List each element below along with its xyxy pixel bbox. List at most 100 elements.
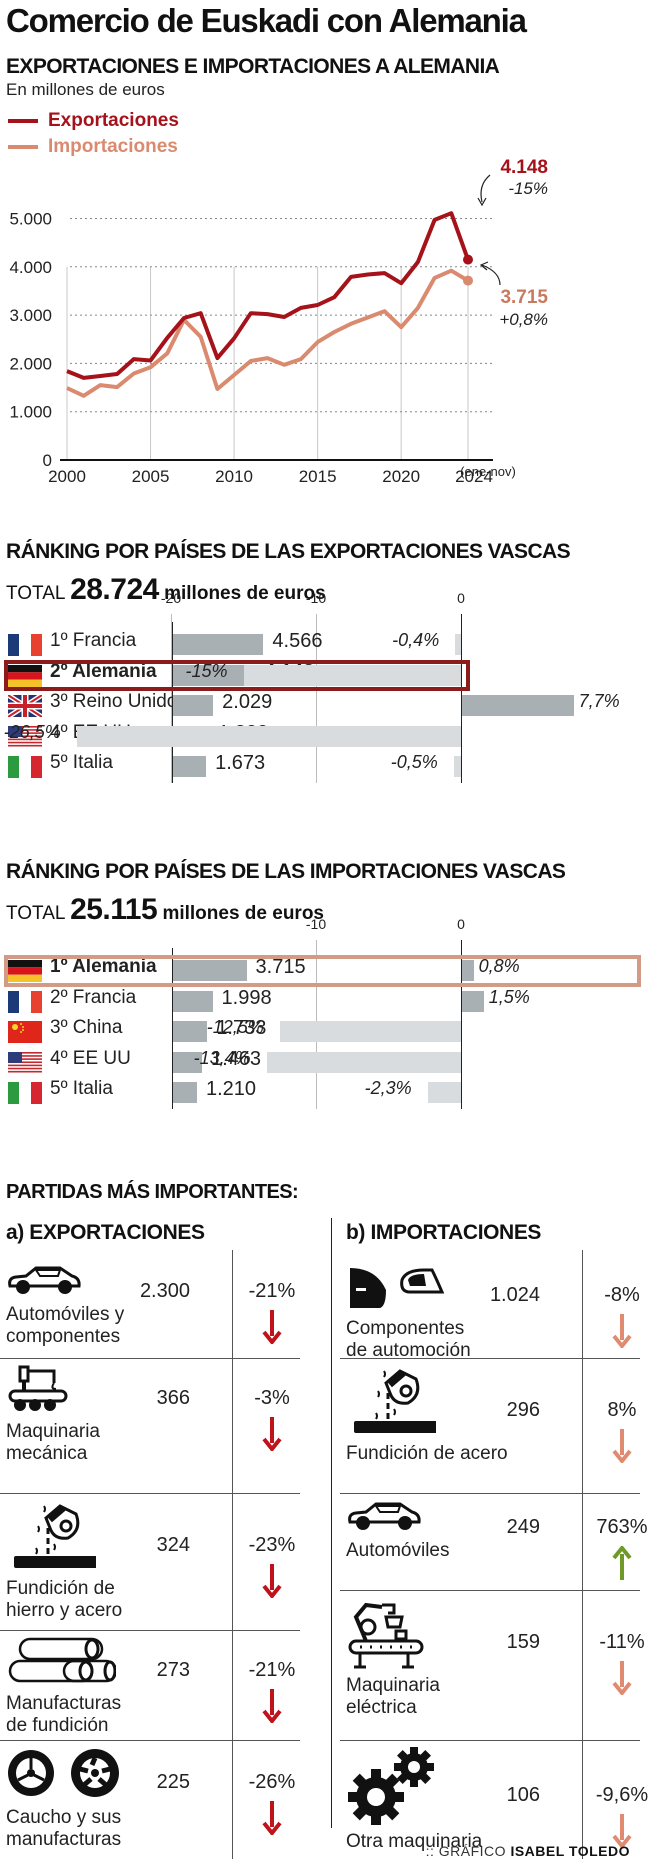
car-parts-icon bbox=[346, 1264, 446, 1317]
partida-row: Componentes de automoción 1.024 -8% bbox=[340, 1250, 640, 1361]
value-bar bbox=[173, 756, 207, 777]
partida-row: Otra maquinaria 106 -9,6% bbox=[340, 1740, 648, 1859]
value-bar bbox=[173, 990, 213, 1012]
y-tick-label: 4.000 bbox=[9, 258, 52, 277]
partida-label: Automóviles y componentes bbox=[6, 1304, 124, 1348]
pct-value: -13,4% bbox=[193, 1047, 251, 1068]
partida-divider bbox=[582, 1741, 583, 1859]
value-label: 1.998 bbox=[221, 986, 272, 1009]
gears-icon bbox=[346, 1747, 442, 1830]
flag-france-icon bbox=[8, 990, 42, 1013]
annotation-imports-change: +0,8% bbox=[499, 310, 548, 329]
pct-tick-label: 0 bbox=[457, 916, 465, 932]
partidas-column-divider bbox=[331, 1218, 332, 1828]
partida-change: -11% bbox=[599, 1631, 645, 1653]
value-bar bbox=[173, 960, 247, 981]
flag-china-icon bbox=[8, 1021, 42, 1043]
y-tick-label: 0 bbox=[43, 451, 52, 470]
pct-gridline bbox=[171, 614, 172, 783]
value-label: 3.715 bbox=[255, 956, 306, 978]
pct-value: -26,5% bbox=[3, 721, 61, 742]
flag-germany-icon bbox=[8, 960, 42, 982]
imports-total-value: 25.115 bbox=[70, 893, 158, 926]
value-bar bbox=[173, 1082, 197, 1103]
flag-usa-icon bbox=[8, 725, 42, 746]
arrow-down-icon bbox=[262, 1564, 282, 1600]
line-chart: 2000 2005 2010 2015 2020 2024 0 1.000 2.000 3.000… bbox=[9, 157, 548, 486]
highlight-box bbox=[4, 659, 470, 691]
credit: :: GRÁFICO ISABEL TOLEDO bbox=[426, 1843, 630, 1859]
value-axis-line bbox=[172, 948, 173, 1109]
value-bar bbox=[173, 695, 214, 716]
pct-tick-label: -10 bbox=[305, 916, 327, 932]
x-tick-label: 2020 bbox=[382, 467, 420, 486]
ranking-row: 2º Francia 1.998 1,5% bbox=[0, 985, 640, 1015]
annotation-exports-arrow bbox=[480, 174, 491, 203]
pct-gridline bbox=[316, 614, 317, 783]
annotation-exports-arrowhead bbox=[477, 197, 487, 207]
pct-value: 7,7% bbox=[578, 691, 620, 711]
country-label: 3º Reino Unido bbox=[50, 691, 178, 712]
x-tick-label: 2010 bbox=[215, 467, 253, 486]
partida-change: -21% bbox=[248, 1659, 296, 1681]
partida-label-line: Manufacturas bbox=[6, 1693, 122, 1714]
partida-label: Otra maquinaria bbox=[346, 1831, 482, 1853]
partida-label-line: eléctrica bbox=[346, 1697, 417, 1718]
partida-change: -3% bbox=[254, 1387, 290, 1409]
partida-label-line: Maquinaria bbox=[6, 1421, 100, 1442]
pct-bar bbox=[427, 1082, 461, 1103]
partidas-imports-heading: b) IMPORTACIONES bbox=[346, 1221, 542, 1244]
partida-value: 1.024 bbox=[489, 1284, 540, 1306]
value-label: 1.733 bbox=[216, 1017, 267, 1039]
pct-gridline bbox=[461, 940, 462, 1109]
value-bar bbox=[173, 634, 264, 655]
value-label: 4.566 bbox=[272, 630, 323, 652]
country-label: 2º Alemania bbox=[50, 660, 157, 682]
partida-label: Maquinaria eléctrica bbox=[346, 1675, 440, 1719]
series-line-importaciones bbox=[66, 268, 470, 398]
x-tick-label: 2000 bbox=[48, 467, 86, 486]
value-bar bbox=[173, 1021, 208, 1042]
arrow-up-icon bbox=[612, 1544, 632, 1580]
partida-label-line: Maquinaria bbox=[346, 1675, 440, 1696]
exports-total-label: TOTAL bbox=[6, 583, 65, 604]
x-tick-label: 2005 bbox=[132, 467, 170, 486]
arrow-down-icon bbox=[612, 1314, 632, 1350]
partida-label-line: mecánica bbox=[6, 1443, 88, 1464]
partida-label-line: Fundición de acero bbox=[346, 1443, 508, 1464]
annotation-imports-arrowhead bbox=[479, 261, 489, 271]
imports-total-unit: millones de euros bbox=[162, 903, 324, 924]
line-chart-heading: EXPORTACIONES E IMPORTACIONES A ALEMANIA bbox=[6, 55, 500, 78]
x-tick-label: 2015 bbox=[299, 467, 337, 486]
credit-prefix: :: GRÁFICO bbox=[425, 1843, 507, 1859]
partida-row: Fundición de hierro y acero 324 -23% bbox=[0, 1493, 300, 1631]
pct-bar bbox=[453, 756, 461, 777]
series-line-exportaciones bbox=[66, 211, 470, 380]
partida-divider bbox=[582, 1494, 583, 1591]
pct-bar bbox=[462, 960, 474, 981]
imports-ranking-heading: RÁNKING POR PAÍSES DE LAS IMPORTACIONES … bbox=[6, 860, 566, 883]
arrow-down-icon bbox=[262, 1689, 282, 1725]
partida-value: 225 bbox=[156, 1771, 190, 1793]
partida-divider bbox=[232, 1250, 233, 1358]
arrow-down-icon bbox=[262, 1417, 282, 1453]
partida-divider bbox=[232, 1741, 233, 1859]
partida-label-line: componentes bbox=[6, 1326, 121, 1347]
car-icon bbox=[6, 1264, 82, 1301]
crane-vehicle-icon bbox=[6, 1365, 68, 1420]
exports-total-unit: millones de euros bbox=[164, 583, 326, 604]
partida-divider bbox=[232, 1631, 233, 1741]
y-tick-label: 1.000 bbox=[9, 403, 52, 422]
value-label: 1.673 bbox=[215, 752, 266, 774]
ranking-row: 5º Italia 1.673 -0,5% bbox=[0, 750, 640, 780]
partida-label-line: Fundición de bbox=[6, 1578, 115, 1599]
country-label: 1º Francia bbox=[50, 630, 137, 651]
pct-tick-label: -20 bbox=[160, 590, 182, 606]
partida-label: Caucho y sus manufacturas bbox=[6, 1807, 121, 1851]
ranking-row: 2º Alemania4.148-15% bbox=[0, 659, 640, 689]
legend-item-exports: Exportaciones bbox=[8, 110, 179, 132]
value-label: 2.029 bbox=[222, 691, 273, 713]
partida-divider bbox=[232, 1494, 233, 1631]
arrow-down-icon bbox=[262, 1801, 282, 1837]
ranking-row: 3º China 1.733 -12,5% bbox=[0, 1015, 640, 1045]
